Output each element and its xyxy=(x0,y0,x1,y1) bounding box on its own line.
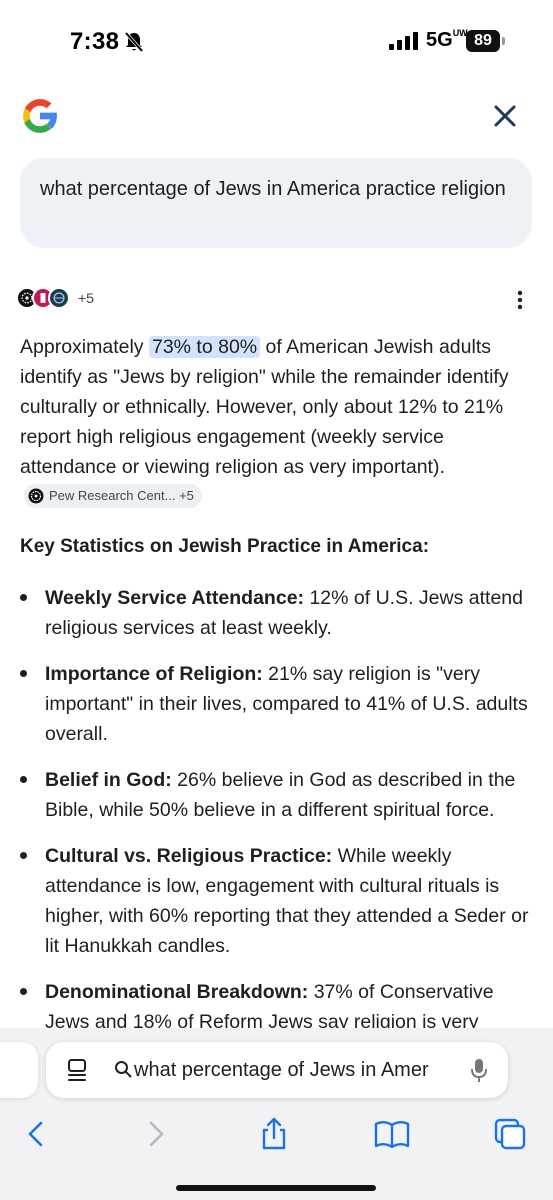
address-bar[interactable]: what percentage of Jews in Amer xyxy=(46,1042,508,1098)
list-item-title: Weekly Service Attendance: xyxy=(45,587,305,609)
source-favicons[interactable]: +5 xyxy=(16,286,94,310)
list-item: Weekly Service Attendance: 12% of U.S. J… xyxy=(20,583,538,643)
search-icon xyxy=(115,1061,132,1078)
list-item: Denominational Breakdown: 37% of Conserv… xyxy=(20,977,538,1037)
bookmarks-icon[interactable] xyxy=(372,1114,412,1154)
status-bar: 7:38 5GUW 89 xyxy=(0,0,553,82)
previous-tab-preview[interactable] xyxy=(0,1042,38,1098)
query-bubble: what percentage of Jews in America pract… xyxy=(20,158,532,248)
battery-indicator: 89 xyxy=(466,30,506,52)
list-item-title: Belief in God: xyxy=(45,769,172,791)
list-item-text: 37% of Conservative Jews and 18% of Refo… xyxy=(45,981,494,1033)
close-icon[interactable] xyxy=(487,98,523,134)
highlighted-stat: 73% to 80% xyxy=(148,336,261,358)
browser-toolbar xyxy=(0,1108,553,1156)
battery-level: 89 xyxy=(466,30,500,52)
cellular-signal-icon xyxy=(389,32,418,50)
source-chip-count: +5 xyxy=(179,487,194,503)
network-indicator: 5GUW xyxy=(426,28,468,51)
list-item-text: 21% say religion is "very important" in … xyxy=(45,663,528,745)
list-item: Importance of Religion: 21% say religion… xyxy=(20,659,538,749)
pew-research-chip-icon xyxy=(28,488,44,504)
globe-favicon-icon xyxy=(48,287,70,309)
list-item-text: 12% of U.S. Jews attend religious servic… xyxy=(45,587,523,639)
list-item: Cultural vs. Religious Practice: While w… xyxy=(20,841,538,961)
ai-overview-answer: Approximately 73% to 80% of American Jew… xyxy=(20,332,538,512)
forward-icon[interactable] xyxy=(136,1114,176,1154)
sources-more-count: +5 xyxy=(78,290,94,306)
query-text: what percentage of Jews in America pract… xyxy=(40,178,506,200)
list-item-text: 26% believe in God as described in the B… xyxy=(45,769,516,821)
stats-list: Weekly Service Attendance: 12% of U.S. J… xyxy=(20,583,538,1053)
bell-slash-icon xyxy=(124,31,144,53)
list-item-title: Denominational Breakdown: xyxy=(45,981,309,1003)
list-item: Belief in God: 26% believe in God as des… xyxy=(20,765,538,825)
microphone-icon[interactable] xyxy=(470,1057,488,1083)
share-icon[interactable] xyxy=(254,1114,294,1154)
more-options-icon[interactable] xyxy=(510,288,530,314)
home-indicator xyxy=(176,1185,376,1191)
source-chip[interactable]: Pew Research Cent... +5 xyxy=(24,483,202,508)
google-logo-icon xyxy=(23,99,58,133)
list-item-text: While weekly attendance is low, engageme… xyxy=(45,845,529,957)
tabs-icon[interactable] xyxy=(490,1114,530,1154)
section-heading: Key Statistics on Jewish Practice in Ame… xyxy=(20,536,430,557)
list-item-title: Cultural vs. Religious Practice: xyxy=(45,845,333,867)
list-item-title: Importance of Religion: xyxy=(45,663,263,685)
search-input[interactable]: what percentage of Jews in Amer xyxy=(134,1059,429,1081)
page-menu-icon[interactable] xyxy=(66,1058,88,1082)
source-chip-label: Pew Research Cent... xyxy=(49,487,176,503)
back-icon[interactable] xyxy=(16,1114,56,1154)
status-time: 7:38 xyxy=(70,28,120,55)
